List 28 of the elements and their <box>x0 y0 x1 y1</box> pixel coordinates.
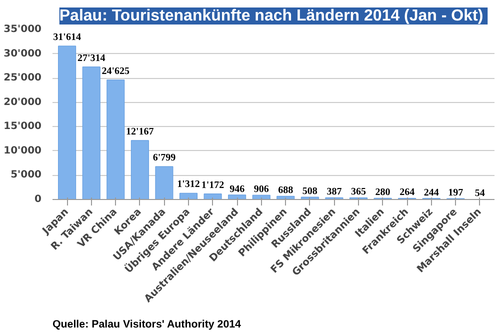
data-label: 12'167 <box>126 126 154 138</box>
y-tick-label: 10'000 <box>4 145 42 156</box>
data-label: 244 <box>424 187 439 198</box>
data-label: 24'625 <box>102 66 130 77</box>
y-tick-label: 20'000 <box>4 96 42 108</box>
data-label: 365 <box>351 186 366 198</box>
data-label: 946 <box>230 184 245 195</box>
data-label: 6'799 <box>152 152 176 164</box>
source-note: Quelle: Palau Visitors' Authority 2014 <box>52 318 242 330</box>
data-label: 27'314 <box>77 52 106 64</box>
data-label: 1'312 <box>177 179 200 190</box>
y-tick-label: 25'000 <box>4 72 42 84</box>
data-label: 387 <box>326 186 342 198</box>
chart-title: Palau: Touristenankünfte nach Ländern 2014 (Jan - Okt) <box>59 8 484 24</box>
y-tick-label: 35'000 <box>4 24 42 35</box>
data-label: 508 <box>302 186 318 198</box>
y-tick-label: 5'000 <box>10 170 42 181</box>
data-label: 688 <box>278 185 294 196</box>
data-label: 906 <box>254 184 269 196</box>
data-label: 197 <box>448 188 464 199</box>
y-tick-label: 0 <box>34 194 42 205</box>
data-label: 280 <box>375 187 390 198</box>
y-tick-label: 30'000 <box>4 48 42 60</box>
data-label: 54 <box>474 188 485 200</box>
data-label: 264 <box>400 187 415 198</box>
data-label: 31'614 <box>53 32 81 43</box>
data-label: 1'172 <box>201 180 224 191</box>
y-tick-label: 15'000 <box>4 121 42 132</box>
